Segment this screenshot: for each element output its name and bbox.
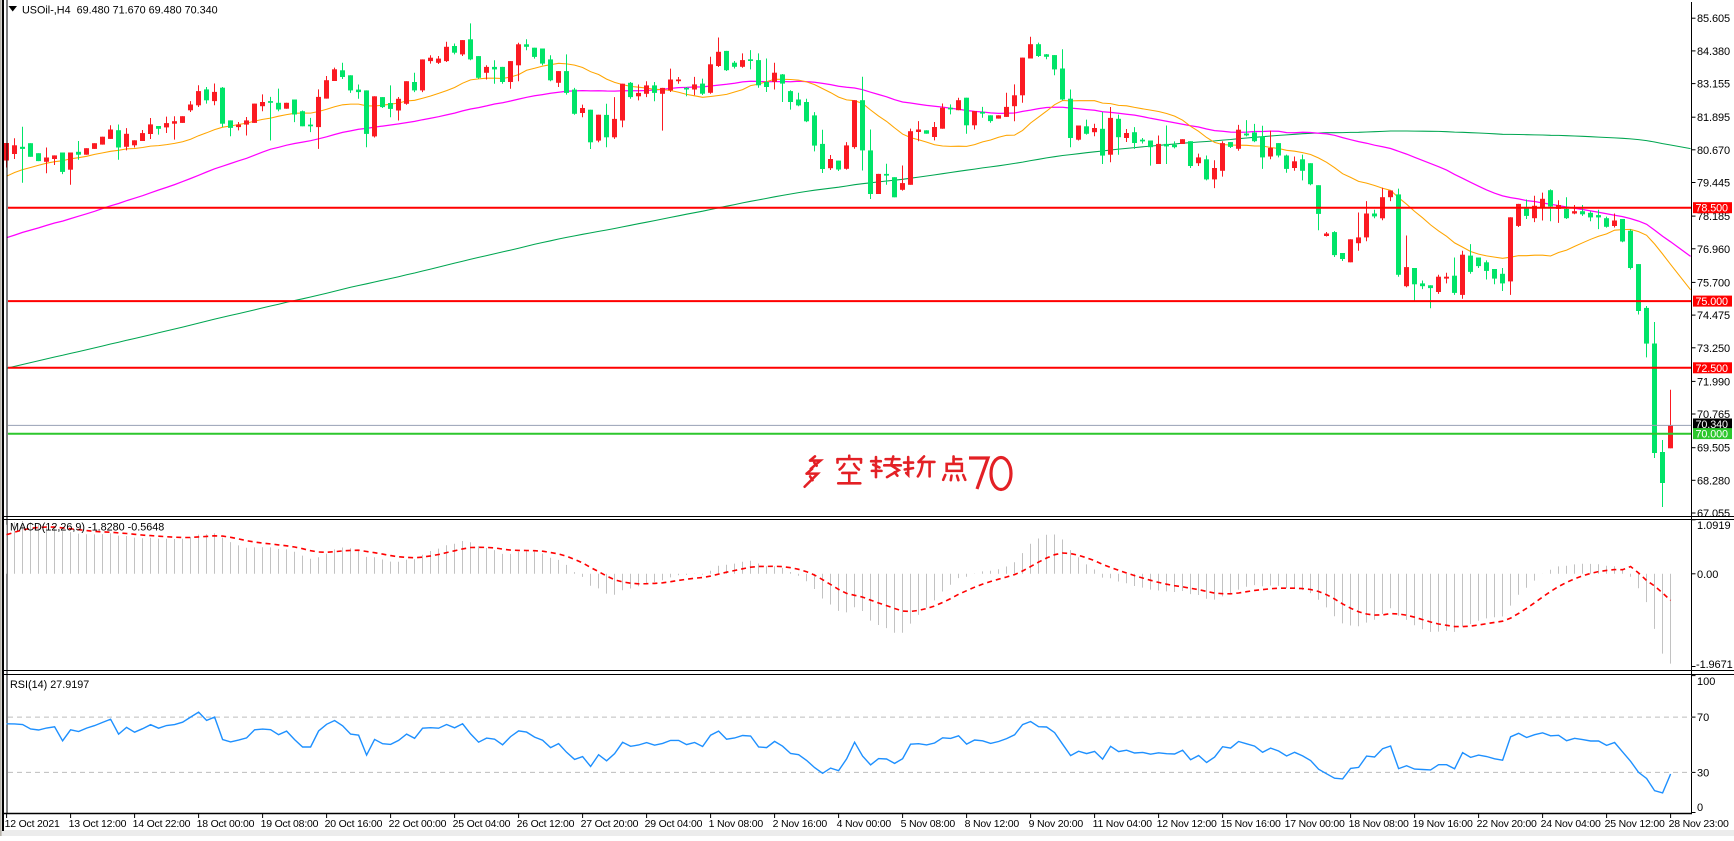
svg-text:84.380: 84.380 [1697, 46, 1730, 58]
svg-text:22 Nov 20:00: 22 Nov 20:00 [1477, 818, 1537, 830]
svg-text:15 Nov 16:00: 15 Nov 16:00 [1221, 818, 1281, 830]
svg-text:11 Nov 04:00: 11 Nov 04:00 [1093, 818, 1153, 830]
svg-text:1.0919: 1.0919 [1697, 520, 1731, 532]
svg-text:29 Oct 04:00: 29 Oct 04:00 [645, 818, 703, 830]
svg-text:26 Oct 12:00: 26 Oct 12:00 [517, 818, 575, 830]
svg-text:8 Nov 12:00: 8 Nov 12:00 [965, 818, 1020, 830]
svg-text:12 Oct 2021: 12 Oct 2021 [5, 818, 60, 830]
svg-text:5 Nov 08:00: 5 Nov 08:00 [901, 818, 956, 830]
svg-text:83.155: 83.155 [1697, 79, 1730, 91]
svg-text:70: 70 [1697, 712, 1709, 724]
svg-text:2 Nov 16:00: 2 Nov 16:00 [773, 818, 828, 830]
svg-text:80.670: 80.670 [1697, 145, 1730, 157]
svg-text:27 Oct 20:00: 27 Oct 20:00 [581, 818, 639, 830]
svg-text:14 Oct 22:00: 14 Oct 22:00 [133, 818, 191, 830]
svg-text:78.185: 78.185 [1697, 211, 1730, 223]
svg-text:74.475: 74.475 [1697, 310, 1730, 322]
svg-text:-1.9671: -1.9671 [1696, 659, 1733, 671]
svg-text:76.960: 76.960 [1697, 244, 1730, 256]
svg-text:75.700: 75.700 [1697, 277, 1730, 289]
svg-text:25 Nov 12:00: 25 Nov 12:00 [1605, 818, 1665, 830]
svg-text:19 Oct 08:00: 19 Oct 08:00 [261, 818, 319, 830]
svg-text:69.505: 69.505 [1697, 443, 1730, 455]
svg-text:70.765: 70.765 [1697, 409, 1730, 421]
svg-text:30: 30 [1697, 768, 1709, 780]
svg-text:70.340: 70.340 [1696, 419, 1729, 431]
svg-text:71.990: 71.990 [1697, 376, 1730, 388]
svg-text:MACD(12,26,9) -1.8280 -0.5648: MACD(12,26,9) -1.8280 -0.5648 [10, 522, 164, 534]
svg-text:9 Nov 20:00: 9 Nov 20:00 [1029, 818, 1084, 830]
svg-text:22 Oct 00:00: 22 Oct 00:00 [389, 818, 447, 830]
svg-text:25 Oct 04:00: 25 Oct 04:00 [453, 818, 511, 830]
svg-text:20 Oct 16:00: 20 Oct 16:00 [325, 818, 383, 830]
svg-text:18 Nov 08:00: 18 Nov 08:00 [1349, 818, 1409, 830]
svg-text:19 Nov 16:00: 19 Nov 16:00 [1413, 818, 1473, 830]
svg-text:78.500: 78.500 [1696, 203, 1729, 215]
svg-text:73.250: 73.250 [1697, 343, 1730, 355]
svg-text:17 Nov 00:00: 17 Nov 00:00 [1285, 818, 1345, 830]
svg-text:13 Oct 12:00: 13 Oct 12:00 [69, 818, 127, 830]
svg-text:24 Nov 04:00: 24 Nov 04:00 [1541, 818, 1601, 830]
svg-text:100: 100 [1697, 676, 1715, 688]
svg-text:67.055: 67.055 [1697, 508, 1730, 520]
svg-text:85.605: 85.605 [1697, 13, 1730, 25]
svg-text:72.500: 72.500 [1696, 363, 1729, 375]
svg-text:RSI(14) 27.9197: RSI(14) 27.9197 [10, 679, 89, 691]
svg-text:12 Nov 12:00: 12 Nov 12:00 [1157, 818, 1217, 830]
svg-text:USOil-,H4 69.480 71.670 69.48: USOil-,H4 69.480 71.670 69.480 70.340 [22, 5, 218, 17]
svg-text:81.895: 81.895 [1697, 112, 1730, 124]
svg-text:70.000: 70.000 [1696, 429, 1729, 441]
svg-text:28 Nov 23:00: 28 Nov 23:00 [1669, 818, 1729, 830]
svg-text:79.445: 79.445 [1697, 178, 1730, 190]
svg-text:1 Nov 08:00: 1 Nov 08:00 [709, 818, 764, 830]
svg-text:0: 0 [1697, 802, 1703, 814]
svg-text:68.280: 68.280 [1697, 475, 1730, 487]
svg-text:75.000: 75.000 [1696, 296, 1729, 308]
svg-text:0.00: 0.00 [1697, 569, 1718, 581]
svg-text:18 Oct 00:00: 18 Oct 00:00 [197, 818, 255, 830]
svg-text:4 Nov 00:00: 4 Nov 00:00 [837, 818, 892, 830]
